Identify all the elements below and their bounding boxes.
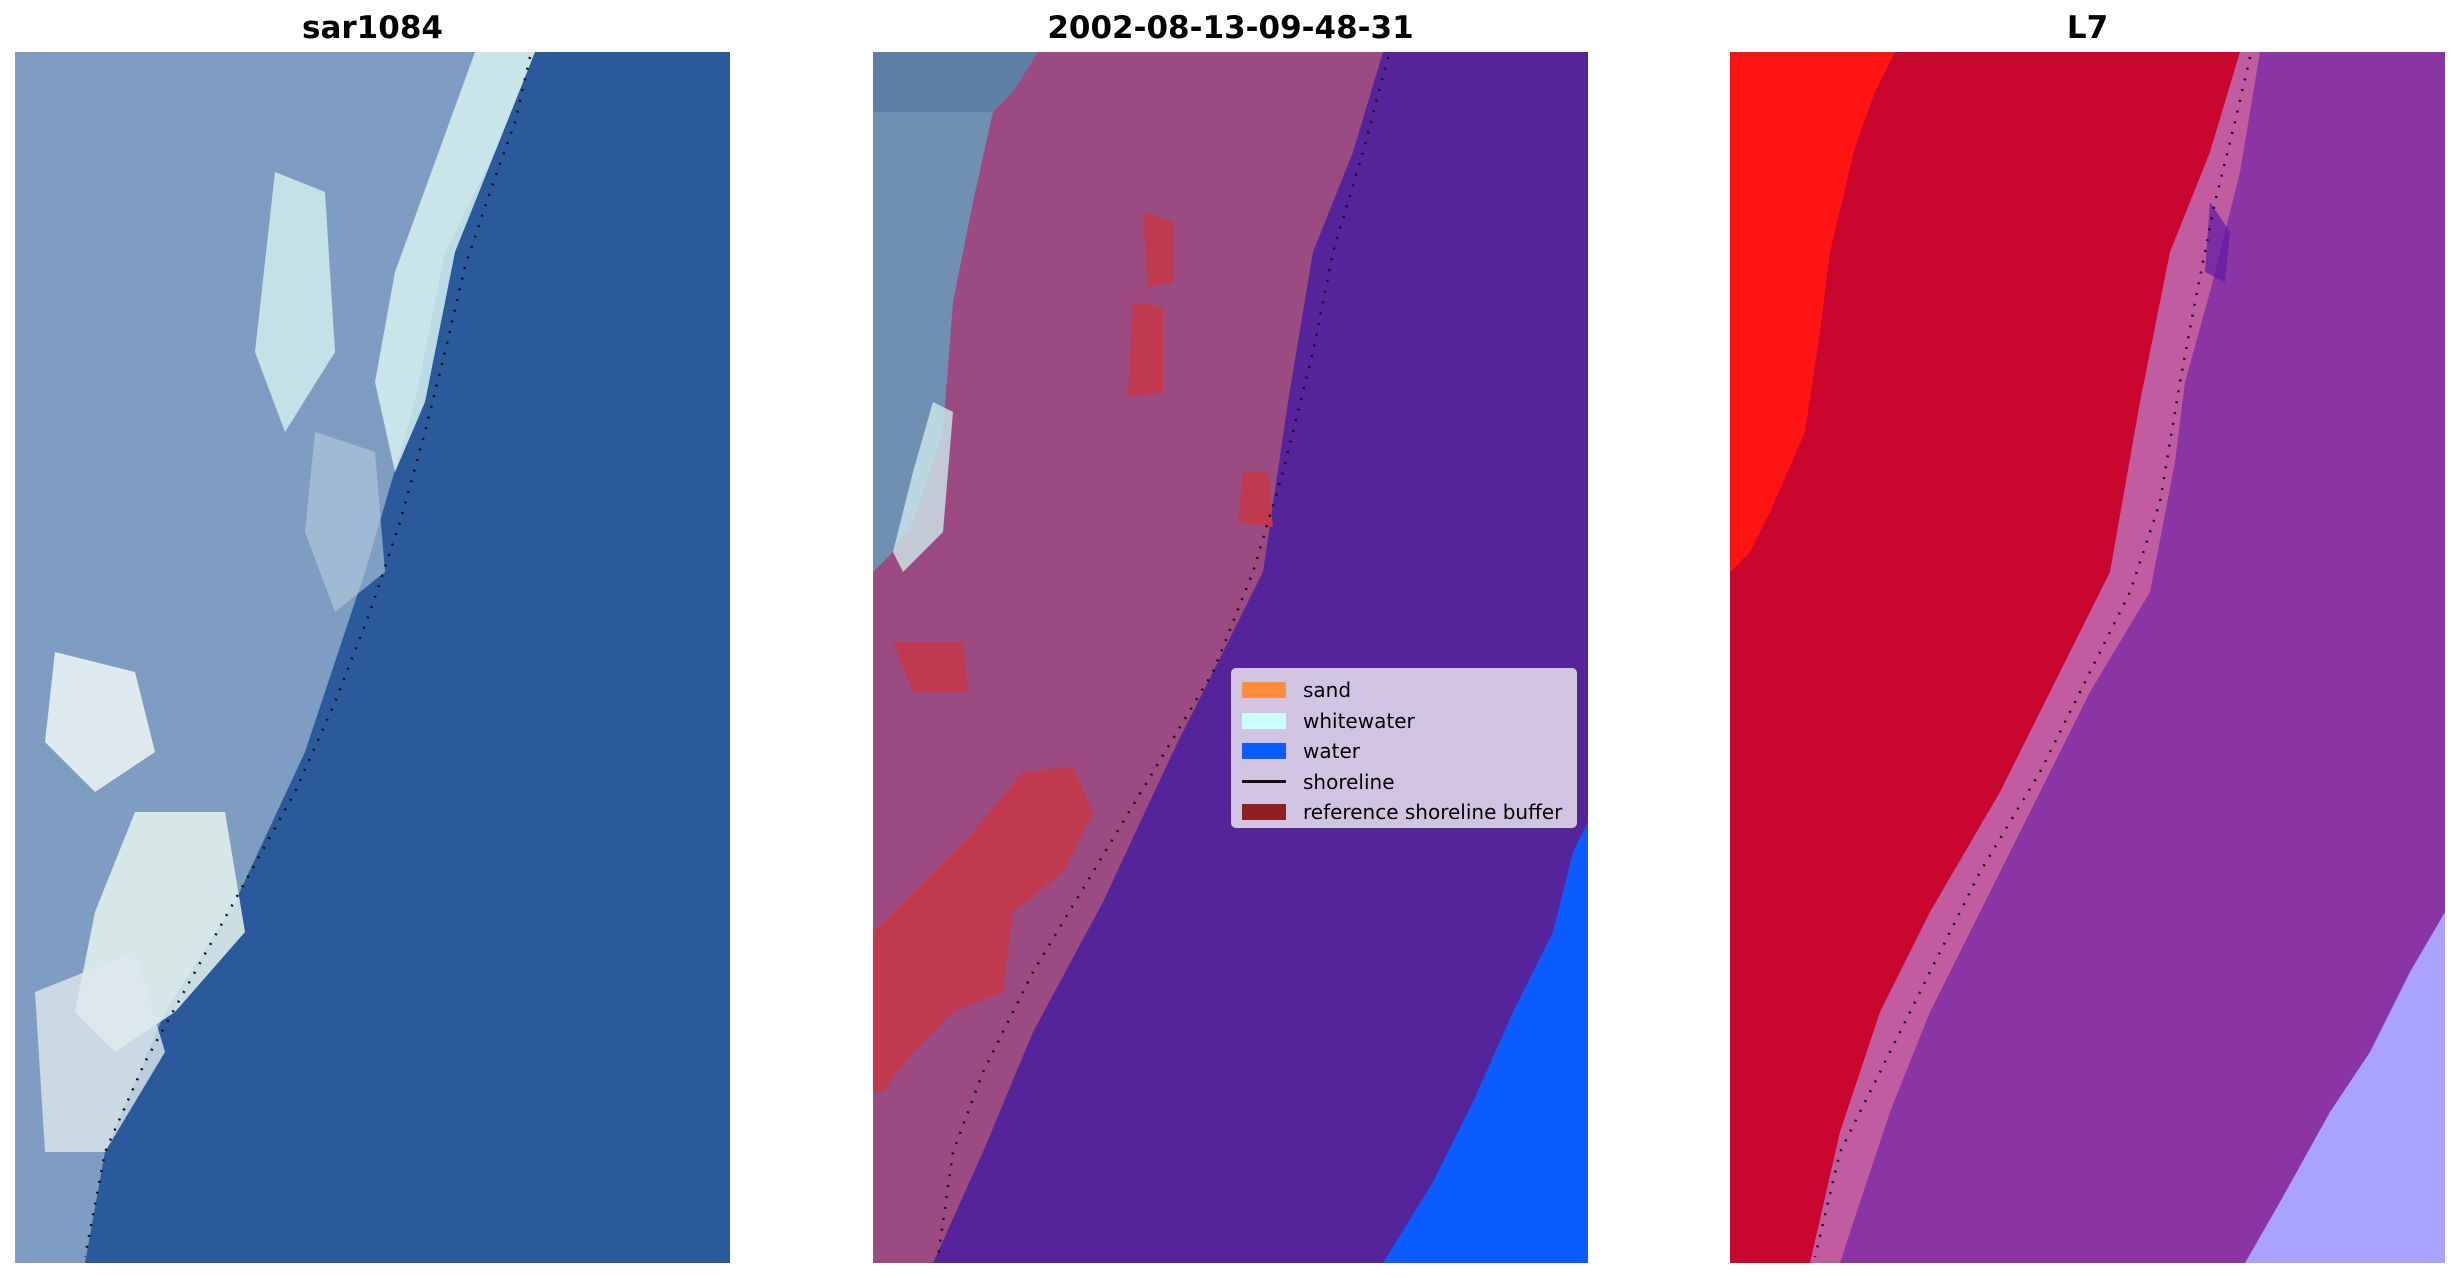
rgb-image <box>15 52 730 1263</box>
legend-swatch-shoreline <box>1242 780 1286 784</box>
shoreline-index <box>1813 56 2252 1258</box>
panel-title-rgb: sar1084 <box>302 10 443 46</box>
legend-swatch-reference-buffer <box>1242 804 1286 821</box>
panel-title-classified: 2002-08-13-09-48-31 <box>1047 10 1414 46</box>
legend-item-shoreline: shoreline <box>1242 767 1566 798</box>
legend-label-whitewater: whitewater <box>1303 708 1415 733</box>
classified-image-panel <box>873 52 1588 1263</box>
legend-swatch-whitewater <box>1242 712 1286 729</box>
legend-swatch-water <box>1242 743 1286 760</box>
rgb-image-panel <box>15 52 730 1263</box>
legend-label-shoreline: shoreline <box>1303 769 1395 794</box>
panel-title-index: L7 <box>2066 10 2109 46</box>
legend-label-water: water <box>1303 739 1360 764</box>
legend-swatch-sand <box>1242 682 1286 699</box>
legend-item-reference-buffer: reference shoreline buffer <box>1242 797 1566 828</box>
legend-label-sand: sand <box>1303 678 1352 703</box>
legend-item-sand: sand <box>1242 675 1566 706</box>
index-image-panel <box>1730 52 2445 1263</box>
index-image <box>1730 52 2445 1263</box>
legend: sand whitewater water shoreline referenc… <box>1231 668 1577 828</box>
legend-item-water: water <box>1242 736 1566 767</box>
classified-image <box>873 52 1588 1263</box>
legend-item-whitewater: whitewater <box>1242 706 1566 737</box>
legend-label-reference-buffer: reference shoreline buffer <box>1303 800 1563 825</box>
